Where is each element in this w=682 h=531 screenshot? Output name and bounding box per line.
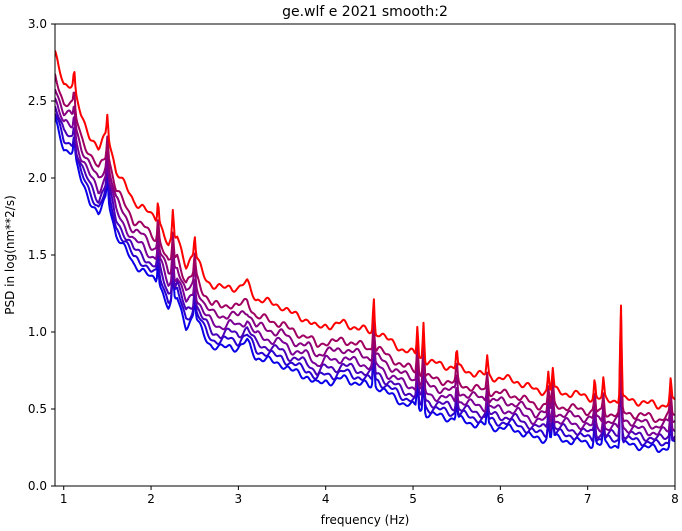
x-tick-label: 8 (671, 492, 679, 506)
x-tick-label: 4 (322, 492, 330, 506)
y-tick-label: 1.0 (28, 325, 47, 339)
x-tick-label: 2 (147, 492, 155, 506)
x-tick-label: 3 (235, 492, 243, 506)
y-tick-label: 1.5 (28, 248, 47, 262)
y-tick-label: 0.0 (28, 479, 47, 493)
y-tick-label: 3.0 (28, 17, 47, 31)
series-layer (55, 50, 675, 453)
y-axis-ticks: 0.0 0.5 1.0 1.5 2.0 2.5 3.0 (28, 17, 55, 493)
y-tick-label: 2.5 (28, 94, 47, 108)
series-line (55, 50, 675, 410)
x-axis-ticks: 1 2 3 4 5 6 7 8 (60, 486, 679, 506)
y-tick-label: 0.5 (28, 402, 47, 416)
series-line (55, 73, 675, 423)
x-tick-label: 6 (497, 492, 505, 506)
x-tick-label: 5 (409, 492, 417, 506)
x-axis-label: frequency (Hz) (321, 513, 410, 527)
x-tick-label: 7 (584, 492, 592, 506)
x-tick-label: 1 (60, 492, 68, 506)
y-tick-label: 2.0 (28, 171, 47, 185)
y-axis-label: PSD in log(nm**2/s) (3, 195, 17, 315)
chart-title: ge.wlf e 2021 smooth:2 (282, 4, 448, 20)
